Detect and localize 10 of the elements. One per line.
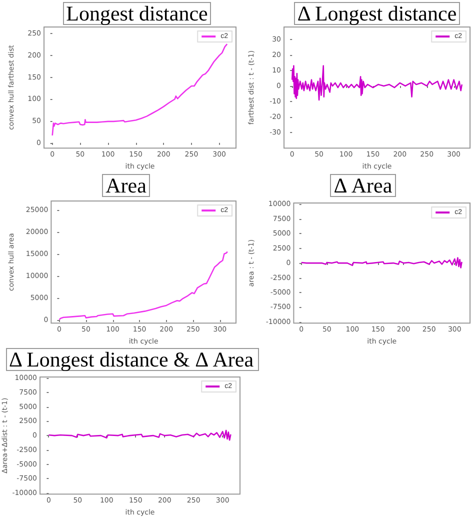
chart-title: Longest distance [66, 2, 208, 26]
chart-title: Δ Area [334, 174, 393, 198]
line-series [291, 65, 463, 101]
chart-title: Area [106, 174, 148, 198]
line-series [52, 43, 228, 136]
line-series [48, 430, 232, 441]
chart-title: Δ Longest distance [297, 2, 457, 26]
line-series [300, 257, 462, 268]
line-series [58, 251, 228, 320]
chart-title: Δ Longest distance & Δ Area [9, 348, 254, 372]
